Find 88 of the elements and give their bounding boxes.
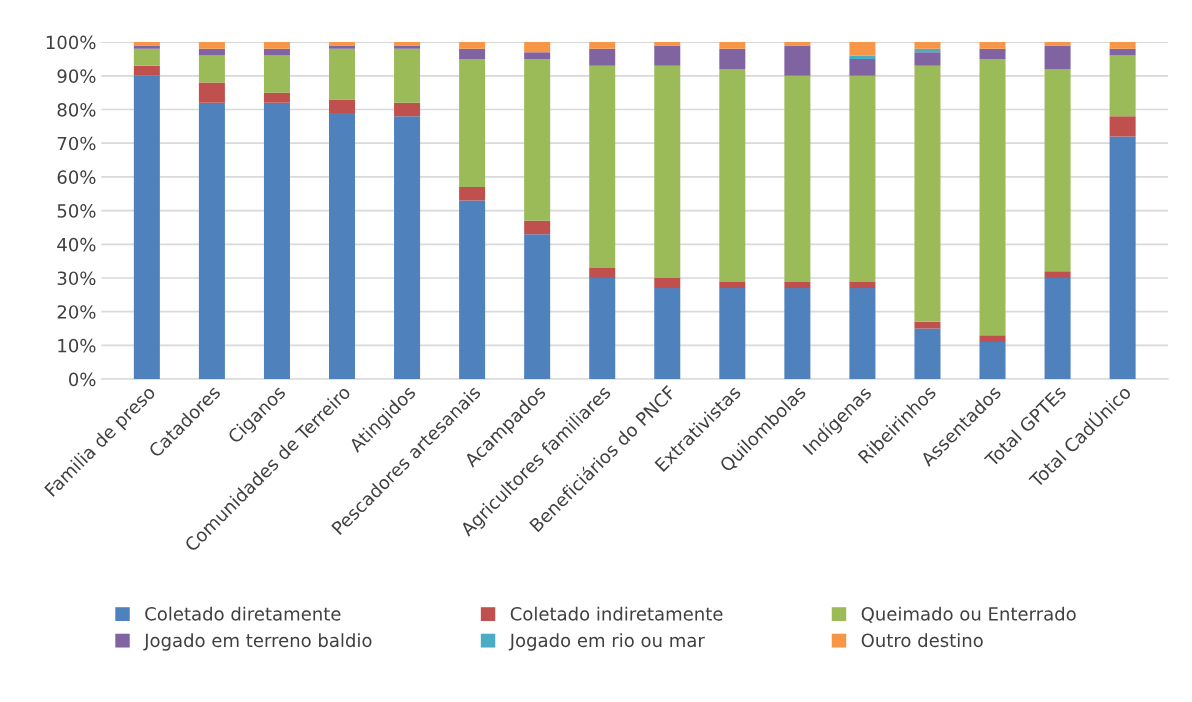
y-tick-label: 10% <box>58 338 96 353</box>
y-tick-label: 70% <box>57 136 96 151</box>
bar <box>979 335 1006 343</box>
legend-label: Outro destino <box>861 633 983 648</box>
bar <box>459 187 486 201</box>
legend-label: Queimado ou Enterrado <box>861 606 1076 623</box>
bar <box>263 55 290 93</box>
bar <box>979 42 1006 49</box>
bar <box>263 42 290 49</box>
bar <box>849 281 876 289</box>
bar <box>654 65 681 278</box>
bar <box>1044 45 1071 70</box>
bar <box>719 69 746 282</box>
bar <box>133 75 160 380</box>
y-tick-label: 100% <box>46 35 96 50</box>
bar <box>654 277 681 289</box>
y-tick-label: 60% <box>57 170 96 185</box>
bar <box>198 55 225 83</box>
bar <box>198 102 225 380</box>
bar <box>1109 55 1136 117</box>
bar <box>914 65 941 322</box>
bar <box>589 65 616 268</box>
y-tick-label: 30% <box>57 271 96 286</box>
y-tick-label: 0% <box>69 372 96 387</box>
bar <box>198 42 225 49</box>
bar <box>784 45 811 76</box>
bar <box>784 75 811 282</box>
bar <box>263 102 290 380</box>
bar <box>784 281 811 289</box>
bar <box>914 52 941 66</box>
bar <box>1109 136 1136 380</box>
legend-label: Jogado em terreno baldio <box>143 633 372 651</box>
bar <box>1109 116 1136 137</box>
bar <box>133 65 160 76</box>
bar <box>849 42 876 56</box>
bar <box>459 48 486 59</box>
bar <box>979 342 1006 380</box>
bar <box>979 48 1006 59</box>
bar <box>263 48 290 56</box>
bar <box>524 52 551 59</box>
bar <box>849 58 876 76</box>
legend-label: Coletado diretamente <box>145 606 341 621</box>
bar <box>329 112 356 380</box>
bar <box>654 288 681 380</box>
bar <box>1109 48 1136 56</box>
y-tick-label: 20% <box>57 305 96 319</box>
bar <box>654 45 681 66</box>
bar <box>1044 277 1071 380</box>
bar <box>394 48 421 103</box>
bar <box>1044 271 1071 278</box>
bar <box>1109 42 1136 49</box>
legend-label: Coletado indiretamente <box>510 606 723 621</box>
y-tick-label: 80% <box>57 102 96 117</box>
y-tick-label: 40% <box>57 237 96 252</box>
bar <box>263 92 290 103</box>
bar <box>329 48 356 100</box>
bar <box>914 321 941 329</box>
y-tick-label: 90% <box>57 69 96 83</box>
bar <box>589 42 616 49</box>
bar <box>589 267 616 278</box>
y-tick-label: 50% <box>57 204 96 218</box>
bar <box>849 75 876 282</box>
bar <box>459 58 486 188</box>
bar <box>914 328 941 380</box>
bar <box>524 42 551 53</box>
bar <box>459 200 486 380</box>
bar <box>1044 69 1071 272</box>
bar <box>849 288 876 380</box>
bar <box>719 281 746 289</box>
bar <box>329 99 356 113</box>
bar <box>524 220 551 235</box>
bar <box>524 234 551 380</box>
bar <box>914 42 941 49</box>
bar <box>784 288 811 380</box>
bar <box>524 58 551 221</box>
bar <box>394 102 421 117</box>
bar <box>979 58 1006 336</box>
bar <box>394 116 421 380</box>
bar <box>459 42 486 49</box>
bar <box>719 42 746 49</box>
bar <box>133 48 160 66</box>
bar <box>198 48 225 56</box>
bar <box>589 277 616 380</box>
legend-label: Jogado em rio ou mar <box>508 633 705 651</box>
bar <box>719 288 746 380</box>
bar <box>589 48 616 66</box>
bar <box>719 48 746 70</box>
bar <box>198 82 225 103</box>
